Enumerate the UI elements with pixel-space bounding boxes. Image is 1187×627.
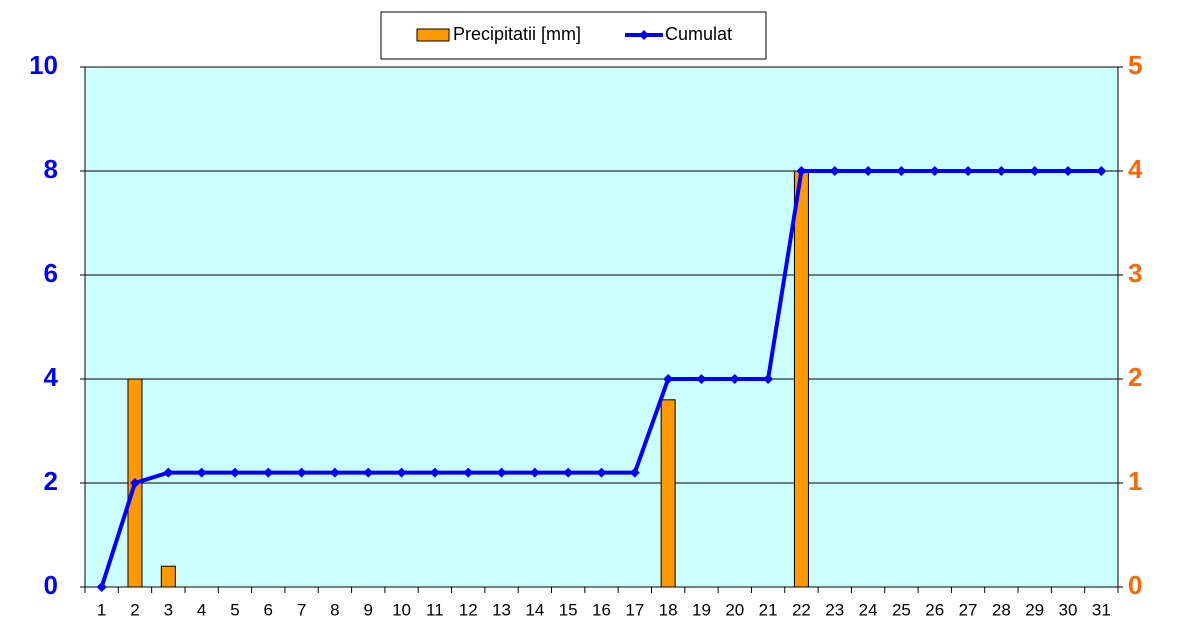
- y-tick-label: 6: [44, 258, 58, 288]
- line-marker: [696, 374, 707, 384]
- line-marker: [863, 166, 874, 176]
- line-marker: [496, 467, 507, 478]
- line-marker: [396, 467, 407, 478]
- line-marker: [463, 467, 474, 478]
- line-marker: [796, 166, 807, 176]
- line-marker: [1063, 166, 1074, 176]
- x-tick-label: 2: [130, 600, 139, 619]
- line-marker: [196, 467, 207, 478]
- x-tick-label: 29: [1025, 600, 1044, 619]
- y-tick-label: 2: [44, 466, 58, 496]
- x-tick-label: 17: [625, 600, 644, 619]
- x-tick-label: 9: [364, 600, 373, 619]
- x-tick-label: 3: [164, 600, 173, 619]
- plot-area: [84, 66, 1119, 588]
- line-marker: [663, 374, 674, 384]
- x-tick-label: 30: [1059, 600, 1078, 619]
- line-marker: [563, 467, 574, 478]
- line-marker: [996, 166, 1007, 176]
- y2-tick-label: 4: [1128, 154, 1143, 184]
- y2-tick-label: 3: [1128, 258, 1142, 288]
- y-tick-label: 0: [44, 570, 58, 600]
- x-tick-label: 20: [725, 600, 744, 619]
- x-tick-label: 13: [492, 600, 511, 619]
- x-tick-label: 27: [959, 600, 978, 619]
- x-tick-label: 31: [1092, 600, 1111, 619]
- x-tick-label: 16: [592, 600, 611, 619]
- line-marker: [429, 467, 440, 478]
- x-tick-label: 24: [859, 600, 878, 619]
- line-marker: [129, 478, 140, 488]
- x-tick-label: 12: [459, 600, 478, 619]
- x-tick-label: 19: [692, 600, 711, 619]
- x-tick-label: 14: [525, 600, 544, 619]
- y2-tick-label: 1: [1128, 466, 1142, 496]
- line-marker: [963, 166, 974, 176]
- x-tick-label: 28: [992, 600, 1011, 619]
- line-marker: [363, 467, 374, 478]
- bar: [160, 565, 176, 588]
- line-marker: [329, 467, 340, 478]
- x-tick-label: 23: [825, 600, 844, 619]
- line-marker: [529, 467, 540, 478]
- legend-label: Precipitatii [mm]: [453, 24, 581, 44]
- line-marker: [629, 467, 640, 478]
- x-tick-label: 8: [330, 600, 339, 619]
- line-marker: [896, 166, 907, 176]
- legend-label: Cumulat: [665, 24, 732, 44]
- line-marker: [96, 582, 107, 592]
- y2-tick-label: 5: [1128, 50, 1142, 80]
- legend-swatch: [416, 28, 450, 42]
- line-marker: [763, 374, 774, 384]
- line-marker: [1029, 166, 1040, 176]
- line-marker: [163, 467, 174, 478]
- y2-tick-label: 2: [1128, 362, 1142, 392]
- line-marker: [829, 166, 840, 176]
- bar: [793, 170, 809, 588]
- x-tick-label: 5: [230, 600, 239, 619]
- x-tick-label: 7: [297, 600, 306, 619]
- bar: [660, 399, 676, 588]
- legend-marker: [639, 30, 649, 40]
- x-tick-label: 18: [659, 600, 678, 619]
- line-marker: [729, 374, 740, 384]
- x-tick-label: 4: [197, 600, 206, 619]
- y-tick-label: 4: [44, 362, 59, 392]
- x-tick-label: 10: [392, 600, 411, 619]
- line-marker: [1096, 166, 1107, 176]
- x-tick-label: 1: [97, 600, 106, 619]
- x-tick-label: 6: [264, 600, 273, 619]
- line-marker: [929, 166, 940, 176]
- line-marker: [229, 467, 240, 478]
- x-tick-label: 22: [792, 600, 811, 619]
- x-tick-label: 25: [892, 600, 911, 619]
- y-tick-label: 8: [44, 154, 58, 184]
- line-marker: [296, 467, 307, 478]
- line-marker: [263, 467, 274, 478]
- y-tick-label: 10: [29, 50, 58, 80]
- x-tick-label: 21: [759, 600, 778, 619]
- x-tick-label: 26: [925, 600, 944, 619]
- y2-tick-label: 0: [1128, 570, 1142, 600]
- line-marker: [596, 467, 607, 478]
- x-tick-label: 15: [559, 600, 578, 619]
- x-tick-label: 11: [426, 600, 444, 619]
